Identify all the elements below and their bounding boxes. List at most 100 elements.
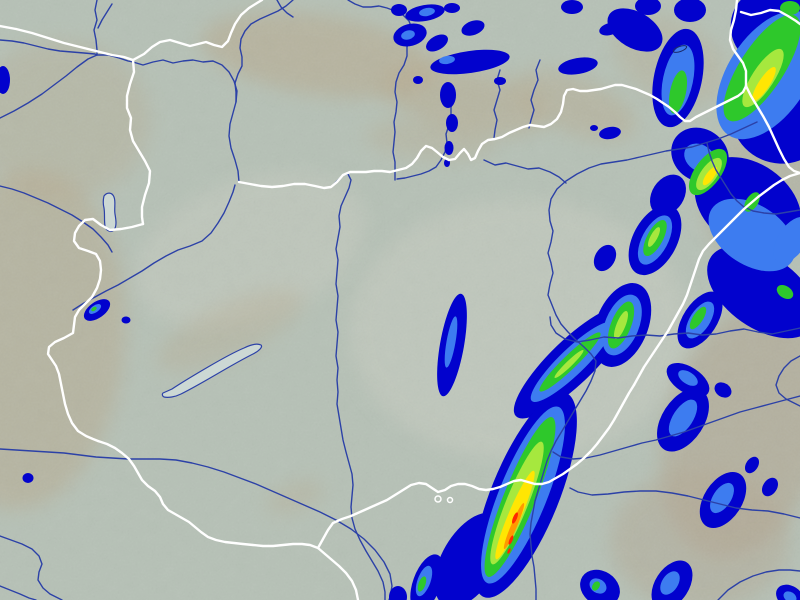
river-path (717, 569, 800, 600)
river-layer (0, 0, 567, 600)
precip-cell-level-1 (0, 66, 10, 94)
precip-cell-level-2 (773, 216, 800, 264)
precip-cell-level-2 (439, 55, 455, 65)
precip-cell-level-1 (714, 382, 732, 398)
country-border-path (96, 439, 320, 550)
precip-cell-level-1 (593, 244, 617, 272)
precip-cell-level-4 (614, 310, 628, 340)
precip-cell-level-1 (121, 316, 131, 324)
precip-cell-level-3 (776, 284, 794, 300)
country-border-path (125, 58, 152, 226)
lake-small-reservoir (672, 45, 688, 53)
precip-cell-level-2 (678, 370, 698, 386)
precip-cell-level-1 (430, 49, 510, 75)
river-path (0, 448, 393, 600)
country-border-path (131, 0, 264, 62)
precip-cell-level-6 (503, 502, 525, 550)
country-border-path (744, 84, 800, 175)
country-border-path (632, 171, 800, 387)
river-path (330, 173, 386, 600)
river-path (72, 184, 236, 311)
precip-cell-level-1 (426, 34, 448, 52)
lake-overlay-layer (672, 45, 688, 53)
precip-cell-level-5 (752, 66, 776, 102)
border-pond-outline (434, 495, 442, 503)
precip-cell-level-1 (444, 3, 460, 13)
precip-cell-level-1 (590, 125, 598, 131)
precip-cell-level-2 (710, 482, 734, 514)
river-path (0, 39, 98, 56)
country-border-path (46, 217, 145, 443)
precip-cell-level-7 (512, 512, 518, 524)
river-path (549, 316, 800, 343)
river-path (775, 355, 800, 407)
precip-cell-level-1 (635, 0, 661, 15)
precip-cell-level-1 (650, 174, 686, 216)
precip-cell-level-3 (780, 1, 800, 15)
country-border-path (237, 83, 748, 190)
precip-cell-level-1 (599, 126, 621, 140)
river-path (706, 142, 800, 215)
precip-cell-level-3 (689, 306, 707, 330)
precip-cell-level-5 (702, 166, 718, 186)
precip-cell-level-1 (494, 77, 506, 85)
river-path (0, 535, 63, 600)
precip-cell-level-1 (22, 473, 34, 483)
river-path (529, 121, 758, 600)
river-path (569, 487, 800, 519)
country-border-path (316, 546, 360, 600)
country-border-path (316, 383, 636, 550)
precip-cell-level-7 (508, 535, 514, 545)
precip-cell-level-3 (91, 306, 97, 312)
precip-cell-level-3 (417, 576, 427, 592)
river-path (0, 185, 113, 253)
precip-cell-level-1 (674, 0, 706, 22)
river-path (0, 585, 37, 600)
precip-cell-level-1 (389, 586, 407, 600)
river-path (276, 0, 294, 18)
precip-cell-level-7 (507, 548, 511, 554)
precip-cell-level-1 (413, 76, 423, 84)
precip-cell-level-1 (391, 4, 407, 16)
precipitation-level-6 (503, 502, 525, 550)
precip-cell-level-1 (561, 0, 583, 14)
precip-cell-level-1 (558, 57, 598, 75)
precip-cell-level-1 (761, 477, 779, 497)
precip-cell-level-1 (707, 245, 800, 339)
lake-layer (102, 192, 263, 398)
precip-cell-level-4 (647, 227, 661, 247)
precip-cell-level-2 (660, 571, 680, 595)
precip-cell-level-3 (591, 581, 601, 591)
precip-cell-level-2 (419, 7, 435, 17)
precip-cell-level-1 (440, 82, 456, 108)
river-path (347, 0, 413, 181)
river-path (93, 0, 98, 56)
lake-neusiedl (102, 192, 117, 232)
precip-cell-level-1 (744, 456, 760, 474)
precip-cell-level-1 (607, 8, 663, 52)
river-path (234, 0, 294, 103)
river-path (483, 159, 567, 184)
precip-cell-level-2 (444, 316, 458, 368)
river-path (0, 54, 134, 119)
precipitation-level-7 (507, 512, 518, 554)
country-border-path (0, 24, 135, 62)
precip-cell-level-1 (446, 114, 458, 132)
river-overlay-layer (529, 121, 800, 600)
precip-cell-level-2 (668, 399, 698, 437)
border-pond-outline (446, 496, 454, 504)
river-path (528, 59, 541, 129)
lake-balaton (161, 343, 263, 398)
river-path (552, 395, 800, 460)
country-border-path (728, 0, 748, 88)
precip-cell-level-1 (444, 141, 454, 155)
country-border-path (739, 8, 800, 26)
precip-cell-level-2 (401, 30, 415, 40)
precip-cell-level-1 (461, 20, 485, 36)
precip-cell-level-3 (668, 70, 688, 114)
river-path (132, 59, 240, 183)
